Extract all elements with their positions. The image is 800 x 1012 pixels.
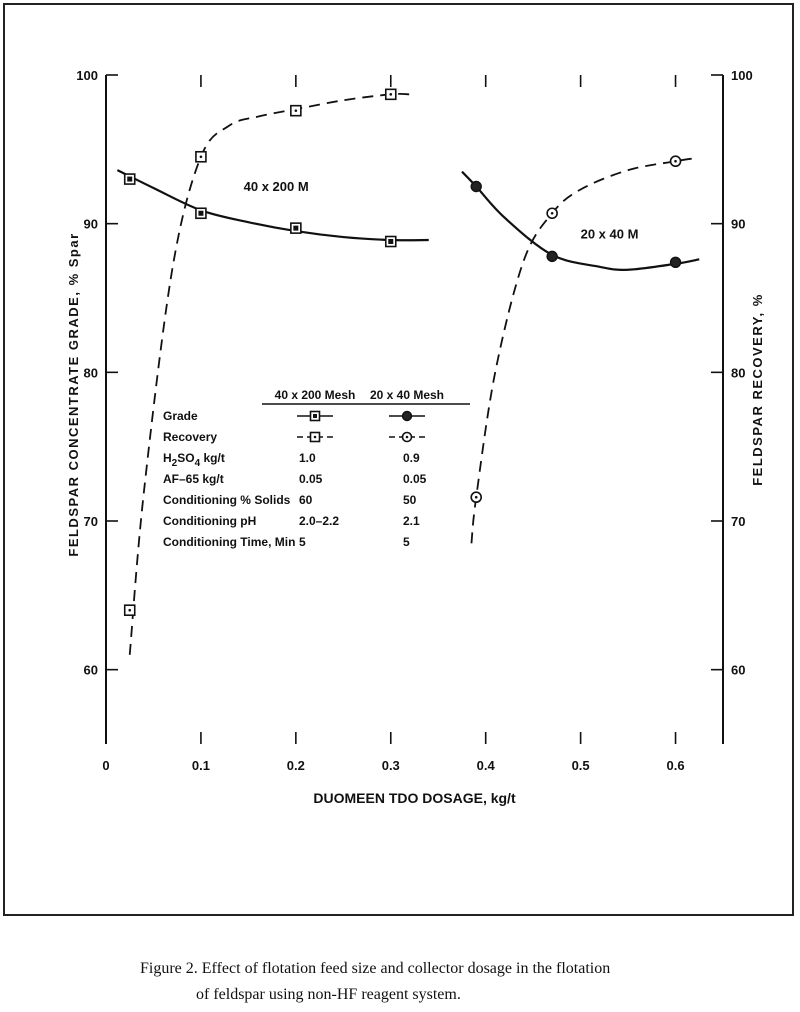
legend-row-label-part: 4 (195, 458, 201, 469)
caption-line-2: of feldspar using non-HF reagent system. (196, 986, 461, 1003)
axis-titles: DUOMEEN TDO DOSAGE, kg/t FELDSPAR CONCENT… (66, 232, 765, 806)
y-tick-label-right: 100 (731, 68, 753, 83)
x-tick-label: 0.4 (477, 758, 496, 773)
data-point-20-x-40-m-grade (546, 250, 558, 263)
series-curves (116, 92, 700, 655)
legend-row-label-part: 2 (172, 458, 178, 469)
legend-row-label: H2SO4 kg/t (163, 451, 225, 469)
legend-row-label-part: kg/t (200, 451, 225, 465)
data-point-40-x-200-m-recovery-dot (294, 109, 298, 112)
legend-value-40x200: 1.0 (299, 451, 316, 465)
legend-table: 40 x 200 Mesh 20 x 40 MeshGradeRecoveryH2… (163, 388, 470, 549)
axes (105, 74, 724, 744)
data-point-40-x-200-m-grade-fill (127, 176, 133, 182)
legend-value-40x200: 0.05 (299, 472, 323, 486)
curve-annotation: 40 x 200 M (244, 179, 309, 194)
x-axis-title: DUOMEEN TDO DOSAGE, kg/t (313, 790, 516, 806)
legend-row-label: Conditioning % Solids (163, 493, 291, 507)
legend-value-20x40: 0.9 (403, 451, 420, 465)
data-point-20-x-40-m-grade (470, 180, 482, 193)
tick-labels: 0 0.1 0.2 0.3 0.4 0.5 0.6 100 90 80 70 60 100 90 80 70 6… (76, 68, 752, 773)
x-tick-label: 0.2 (287, 758, 305, 773)
annotations: 40 x 200 M 20 x 40 M (244, 179, 639, 242)
y-axis-title-left: FELDSPAR CONCENTRATE GRADE, % Spar (66, 232, 81, 556)
legend-row-label: Grade (163, 409, 198, 423)
y-tick-label-left: 100 (76, 68, 98, 83)
legend-value-20x40: 5 (403, 535, 410, 549)
x-tick-label: 0 (102, 758, 109, 773)
series-line-20-x-40-m-recovery (470, 157, 695, 544)
series-line-40-x-200-m-recovery (128, 92, 410, 655)
legend-value-40x200: 60 (299, 493, 313, 507)
data-point-40-x-200-m-grade-fill (198, 210, 204, 216)
legend-header-40x200: 40 x 200 Mesh (275, 388, 356, 402)
caption-line-1: Figure 2. Effect of flotation feed size … (140, 960, 611, 977)
legend-value-20x40: 50 (403, 493, 417, 507)
data-point-20-x-40-m-recovery-dot (550, 211, 554, 215)
data-point-20-x-40-m-recovery-dot (474, 495, 478, 499)
legend-row-label: Recovery (163, 430, 217, 444)
legend-row-label-part: H (163, 451, 172, 465)
data-point-20-x-40-m-grade (669, 256, 682, 269)
y-tick-label-left: 90 (84, 217, 98, 232)
curve-annotation: 20 x 40 M (581, 227, 639, 242)
x-tick-label: 0.6 (666, 758, 684, 773)
legend-symbol-20x40-dot (405, 435, 409, 439)
y-tick-label-left: 80 (84, 365, 98, 380)
y-tick-label-right: 90 (731, 217, 745, 232)
y-tick-label-left: 70 (84, 514, 98, 529)
series-markers (123, 88, 682, 617)
legend-symbol-20x40 (401, 410, 413, 422)
data-point-40-x-200-m-grade-fill (293, 225, 299, 231)
x-tick-label: 0.3 (382, 758, 400, 773)
series-line-20-x-40-m-grade (461, 170, 700, 271)
legend-value-40x200: 2.0–2.2 (299, 514, 339, 528)
legend-value-20x40: 2.1 (403, 514, 420, 528)
data-point-40-x-200-m-recovery-dot (389, 93, 393, 96)
legend-symbol-40x200-dot (313, 435, 317, 439)
legend-header-20x40: 20 x 40 Mesh (370, 388, 444, 402)
x-tick-label: 0.5 (572, 758, 590, 773)
y-tick-label-left: 60 (84, 663, 98, 678)
y-tick-label-right: 70 (731, 514, 745, 529)
data-point-40-x-200-m-recovery-dot (128, 608, 132, 612)
legend-value-40x200: 5 (299, 535, 306, 549)
data-point-40-x-200-m-recovery-dot (199, 155, 203, 159)
legend-row-label: AF–65 kg/t (163, 472, 224, 486)
legend-value-20x40: 0.05 (403, 472, 427, 486)
legend-symbol-40x200-fill (313, 414, 317, 418)
chart: 0 0.1 0.2 0.3 0.4 0.5 0.6 100 90 80 70 60 100 90 80 70 6… (66, 68, 765, 806)
y-tick-label-right: 80 (731, 365, 745, 380)
figure-frame (3, 3, 794, 916)
data-point-40-x-200-m-grade-fill (388, 239, 394, 245)
legend-row-label: Conditioning Time, Min (163, 535, 295, 549)
data-point-20-x-40-m-recovery-dot (674, 159, 677, 163)
y-axis-title-right: FELDSPAR RECOVERY, % (750, 293, 765, 486)
figure-caption: Figure 2. Effect of flotation feed size … (140, 956, 780, 1008)
y-tick-label-right: 60 (731, 663, 745, 678)
x-tick-label: 0.1 (192, 758, 210, 773)
legend-row-label-part: SO (177, 451, 194, 465)
legend-row-label: Conditioning pH (163, 514, 256, 528)
